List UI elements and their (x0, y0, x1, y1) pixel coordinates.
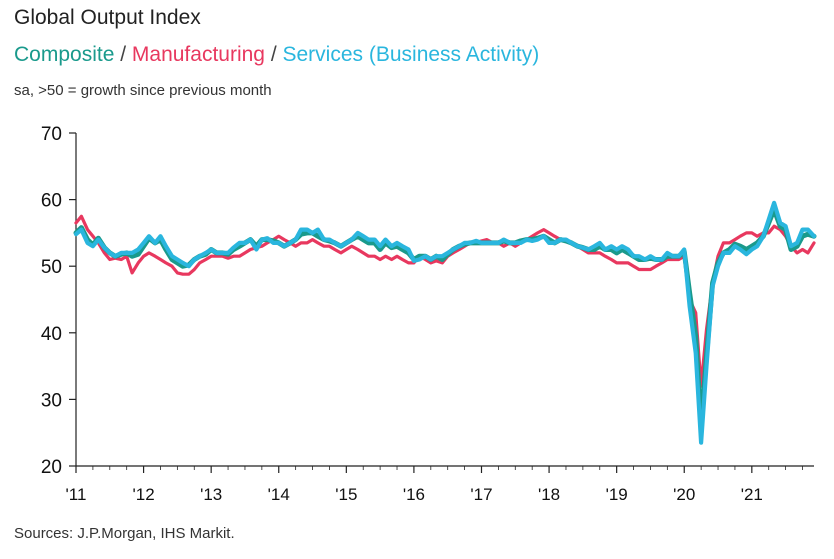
chart-note: sa, >50 = growth since previous month (14, 82, 272, 99)
x-tick-label: '16 (403, 485, 425, 504)
x-tick-label: '14 (268, 485, 290, 504)
chart-source: Sources: J.P.Morgan, IHS Markit. (14, 525, 235, 542)
axes: 20 30 40 50 60 70 '11 '12 '13 '14 '15 '16 '17 '18 '19 '… (41, 124, 814, 504)
x-tick-label: '15 (335, 485, 357, 504)
legend-separator: / (264, 43, 283, 66)
y-tick-label: 20 (41, 457, 62, 478)
x-tick-label: '17 (470, 485, 492, 504)
series-line-services (73, 200, 817, 445)
y-tick-label: 50 (41, 257, 62, 278)
series-lines (73, 200, 817, 445)
legend-manufacturing: Manufacturing (131, 43, 265, 66)
x-tick-label: '21 (741, 485, 763, 504)
legend-separator: / (114, 43, 132, 66)
x-tick-label: '19 (606, 485, 628, 504)
chart-subtitle: Composite / Manufacturing / Services (Bu… (14, 43, 539, 67)
chart-title: Global Output Index (14, 6, 201, 29)
y-tick-label: 40 (41, 324, 62, 345)
legend-composite: Composite (14, 43, 115, 66)
y-tick-label: 60 (41, 191, 62, 212)
y-tick-label: 70 (41, 124, 62, 145)
x-tick-label: '13 (200, 485, 222, 504)
x-tick-label: '18 (538, 485, 560, 504)
y-tick-label: 30 (41, 390, 62, 411)
series-line-manufacturing (74, 214, 816, 388)
x-tick-label: '12 (133, 485, 155, 504)
x-tick-label: '20 (673, 485, 695, 504)
x-tick-label: '11 (66, 485, 87, 504)
legend-services: Services (Business Activity) (282, 43, 540, 66)
